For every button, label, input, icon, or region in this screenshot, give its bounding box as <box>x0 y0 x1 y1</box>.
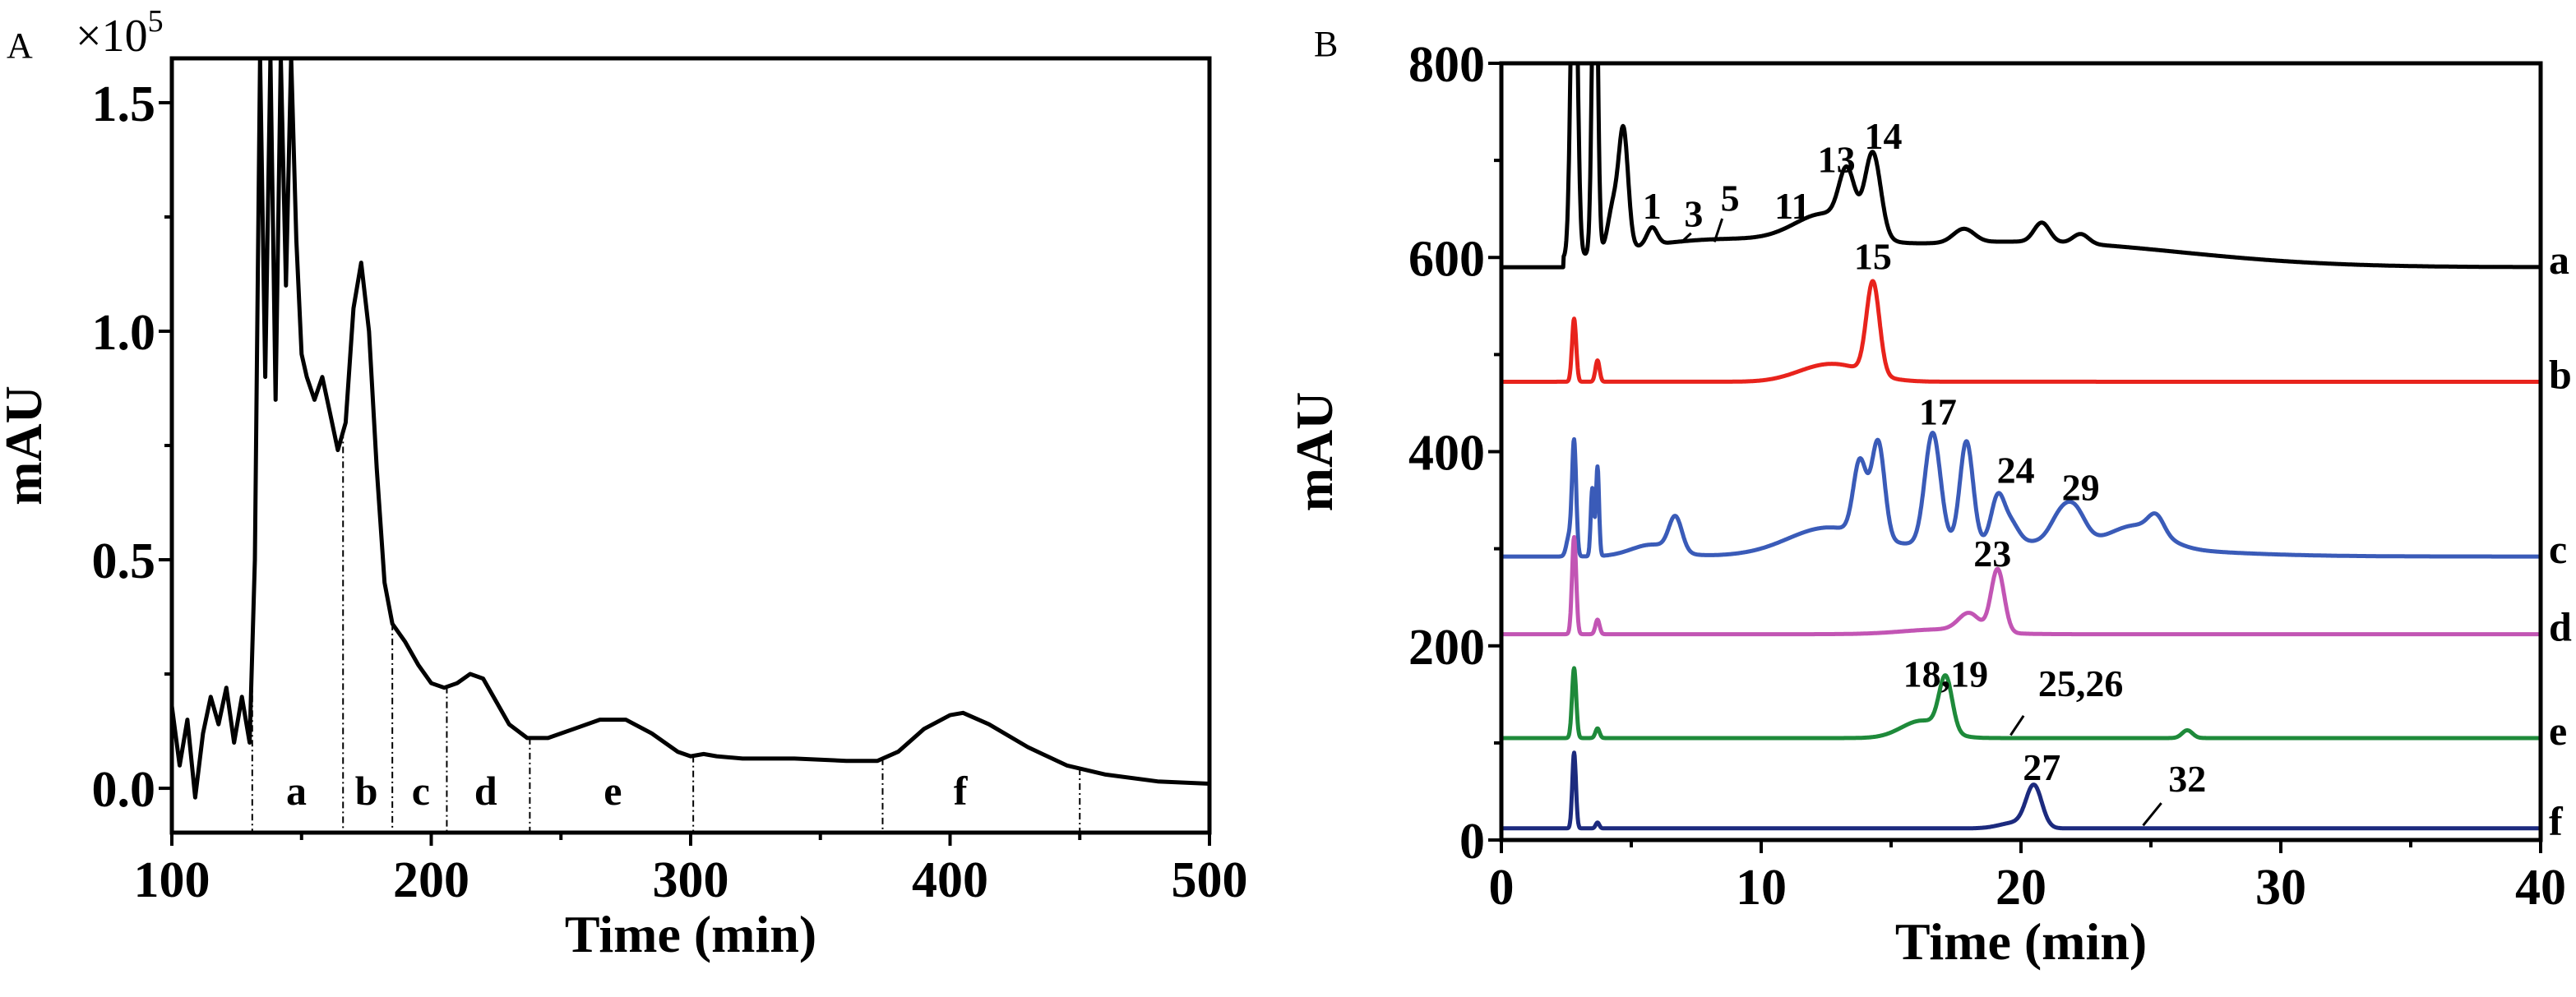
peak-label: 5 <box>1721 178 1740 219</box>
trace-label-f: f <box>2549 798 2564 844</box>
x-tick-label: 300 <box>653 852 729 908</box>
trace-b <box>1501 279 2541 384</box>
peak-leader-line <box>1680 232 1692 244</box>
y-tick-label: 0.0 <box>92 762 156 818</box>
y-tick-label: 0 <box>1459 814 1485 870</box>
peak-label: 14 <box>1865 115 1903 157</box>
trace-f <box>1501 750 2541 831</box>
peak-label: 25,26 <box>2038 662 2124 704</box>
fraction-label: a <box>286 768 307 814</box>
trace-line <box>172 58 1209 800</box>
fraction-label: e <box>604 768 622 814</box>
peak-label: 29 <box>2062 467 2100 509</box>
y-axis-title: mAU <box>0 385 53 505</box>
peak-leader-line <box>2142 802 2162 827</box>
trace-label-a: a <box>2549 237 2569 283</box>
peak-label: 18,19 <box>1903 653 1989 695</box>
peak-leader-line <box>2009 714 2025 736</box>
peak-label: 11 <box>1774 185 1810 227</box>
x-tick-label: 10 <box>1736 860 1787 916</box>
y-tick-label: 600 <box>1408 231 1485 287</box>
peak-label: 23 <box>1973 533 2011 575</box>
x-tick-label: 30 <box>2255 860 2306 916</box>
peak-label: 1 <box>1643 185 1662 227</box>
trace-label-d: d <box>2549 604 2572 650</box>
y-tick-label: 200 <box>1408 620 1485 676</box>
x-tick-label: 20 <box>1996 860 2046 916</box>
x-axis-title: Time (min) <box>1895 912 2147 971</box>
plot-frame <box>169 56 1212 835</box>
y-multiplier: ×105 <box>76 4 164 62</box>
y-tick-label: 1.5 <box>92 76 156 132</box>
fraction-label: f <box>954 768 969 814</box>
trace-a <box>1501 63 2541 270</box>
x-tick-label: 0 <box>1489 860 1515 916</box>
panel-label-b: B <box>1314 24 1338 64</box>
fraction-label: b <box>355 768 378 814</box>
x-tick-label: 200 <box>393 852 469 908</box>
chart-a: 100 200 300 400 500 0.0 0.5 1.0 1.5 Time (min) mAU… <box>0 56 1248 963</box>
peak-label: 3 <box>1684 192 1703 234</box>
y-tick-label: 800 <box>1408 37 1485 93</box>
trace-e <box>1501 666 2541 741</box>
x-tick-label: 100 <box>134 852 210 908</box>
trace-c <box>1501 431 2541 559</box>
x-axis-title: Time (min) <box>565 905 816 963</box>
peak-label: 17 <box>1919 390 1957 432</box>
trace-d <box>1501 535 2541 637</box>
peak-label: 27 <box>2023 746 2060 788</box>
fraction-label: c <box>412 768 430 814</box>
panel-label-a: A <box>7 25 33 66</box>
x-tick-label: 400 <box>912 852 988 908</box>
fraction-label: d <box>474 768 497 814</box>
x-tick-label: 40 <box>2515 860 2566 916</box>
plot-frame <box>1499 61 2543 842</box>
y-tick-label: 0.5 <box>92 533 156 589</box>
x-tick-label: 500 <box>1172 852 1248 908</box>
trace-label-b: b <box>2549 351 2572 397</box>
peak-label: 24 <box>1997 449 2035 491</box>
peak-label: 15 <box>1854 235 1892 277</box>
trace-label-c: c <box>2549 526 2567 572</box>
y-tick-label: 400 <box>1408 426 1485 482</box>
trace-label-e: e <box>2549 708 2567 754</box>
y-tick-label: 1.0 <box>92 305 156 361</box>
peak-label: 32 <box>2168 758 2206 800</box>
y-axis-title: mAU <box>1285 392 1343 512</box>
peak-leader-line <box>1713 218 1724 242</box>
peak-label: 13 <box>1818 138 1856 180</box>
